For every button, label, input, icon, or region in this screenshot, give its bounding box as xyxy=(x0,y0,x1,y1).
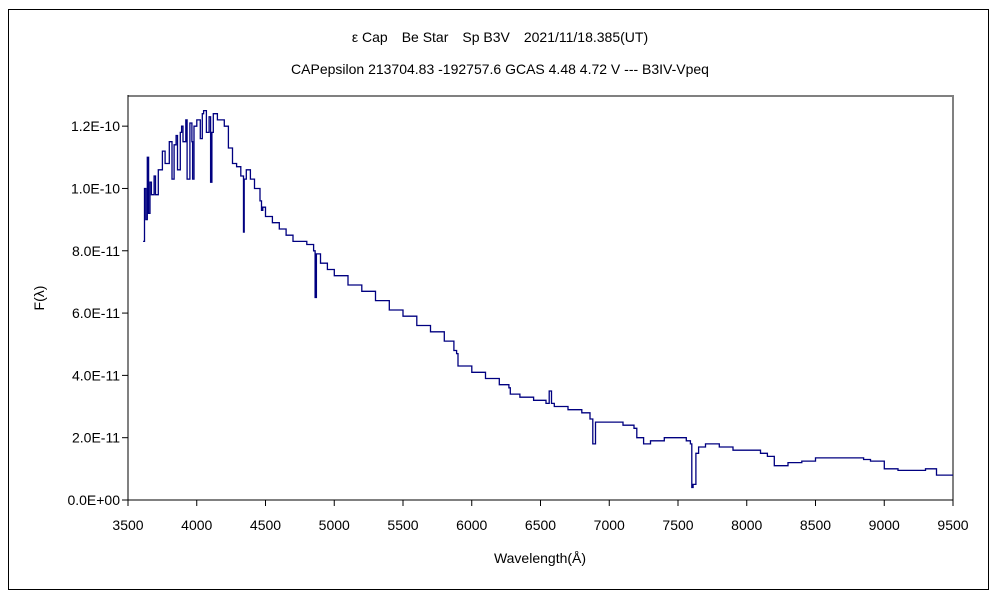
x-tick-label: 9000 xyxy=(869,517,900,533)
spectrum-line xyxy=(143,109,953,489)
x-tick-label: 6000 xyxy=(456,517,487,533)
x-tick-label: 8000 xyxy=(731,517,762,533)
y-tick-label: 8.0E-11 xyxy=(72,243,120,259)
x-tick-label: 3500 xyxy=(112,517,143,533)
x-tick-label: 4500 xyxy=(250,517,281,533)
x-tick-label: 5500 xyxy=(387,517,418,533)
x-tick-label: 9500 xyxy=(937,517,968,533)
y-tick-label: 2.0E-11 xyxy=(72,430,120,446)
y-tick-label: 4.0E-11 xyxy=(72,367,120,383)
x-tick-label: 7000 xyxy=(594,517,625,533)
chart-subtitle: CAPepsilon 213704.83 -192757.6 GCAS 4.48… xyxy=(291,61,709,77)
x-tick-label: 4000 xyxy=(181,517,212,533)
y-tick-label: 1.0E-10 xyxy=(71,180,120,196)
x-tick-label: 7500 xyxy=(662,517,693,533)
x-tick-label: 8500 xyxy=(800,517,831,533)
y-axis-label: F(λ) xyxy=(31,286,47,311)
chart-title: ε Cap Be Star Sp B3V 2021/11/18.385(UT) xyxy=(352,29,648,45)
y-tick-label: 6.0E-11 xyxy=(72,305,120,321)
x-tick-label: 6500 xyxy=(525,517,556,533)
y-tick-label: 1.2E-10 xyxy=(71,118,120,134)
plot-area xyxy=(128,95,953,500)
y-tick-label: 0.0E+00 xyxy=(67,492,120,508)
chart-frame xyxy=(8,9,989,590)
x-tick-label: 5000 xyxy=(319,517,350,533)
x-axis-label: Wavelength(Å) xyxy=(494,550,586,566)
